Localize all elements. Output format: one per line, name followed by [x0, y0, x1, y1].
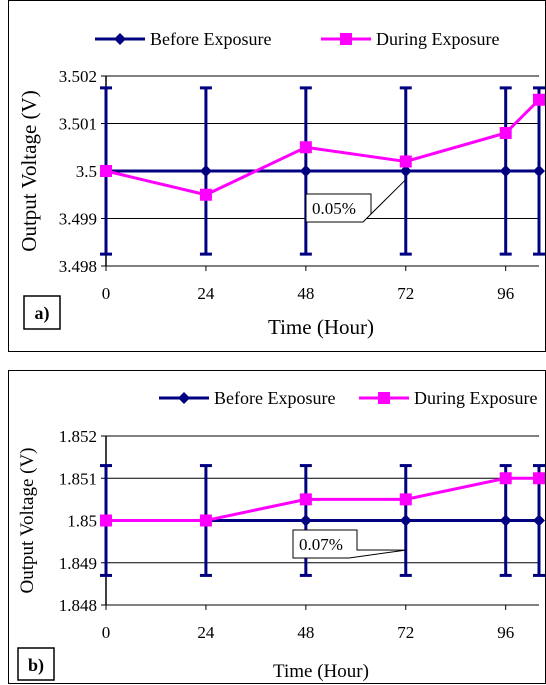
- data-point-during-exposure: [299, 141, 312, 154]
- legend-label-before-exposure: Before Exposure: [214, 388, 335, 408]
- chart-panel-a: 3.498 3.499 3.5 3.501 3.502 0 24 48 72 96 Before E…: [8, 0, 546, 352]
- panel-label-box: [23, 295, 61, 330]
- y-tick-label: 1.852: [59, 427, 97, 446]
- y-tick-label: 1.851: [59, 469, 97, 488]
- x-tick-label: 0: [102, 284, 111, 303]
- panel-label: a): [35, 303, 50, 324]
- y-tick-label: 3.501: [59, 115, 97, 134]
- x-tick-label: 72: [397, 284, 414, 303]
- y-axis-label: Output Voltage (V): [17, 90, 41, 251]
- data-point-during-exposure: [533, 93, 545, 106]
- data-point-during-exposure: [100, 165, 112, 177]
- data-point-during-exposure: [499, 472, 512, 485]
- data-point-during-exposure: [399, 493, 412, 506]
- data-point-before-exposure: [299, 165, 312, 177]
- data-point-before-exposure: [299, 514, 312, 527]
- annotation-text: 0.05%: [312, 199, 356, 218]
- x-axis-label: Time (Hour): [273, 661, 369, 682]
- chart-panel-b: 1.848 1.849 1.85 1.851 1.852 0 24 48 72 96 Before …: [8, 370, 546, 684]
- x-tick-label: 48: [297, 284, 314, 303]
- x-tick-label: 72: [397, 623, 414, 642]
- y-tick-label: 3.498: [59, 257, 97, 276]
- panel-label-box: [17, 647, 55, 681]
- data-point-before-exposure: [399, 165, 412, 177]
- data-point-before-exposure: [533, 165, 545, 177]
- data-point-before-exposure: [533, 514, 545, 527]
- data-point-before-exposure: [499, 514, 512, 527]
- chart-a-svg: 3.498 3.499 3.5 3.501 3.502 0 24 48 72 96 Before E…: [17, 29, 545, 339]
- x-tick-label: 48: [297, 623, 314, 642]
- chart-b-svg: 1.848 1.849 1.85 1.851 1.852 0 24 48 72 96 Before …: [17, 388, 545, 682]
- legend-marker-before-exposure: [114, 33, 126, 45]
- data-point-during-exposure: [533, 472, 545, 485]
- legend-marker-during-exposure: [340, 33, 352, 45]
- y-tick-label: 1.848: [59, 596, 97, 615]
- legend-label-during-exposure: During Exposure: [376, 29, 499, 49]
- annotation-callout: [305, 179, 407, 223]
- x-tick-label: 96: [497, 623, 514, 642]
- data-point-before-exposure: [499, 165, 512, 177]
- y-tick-label: 3.5: [76, 162, 97, 181]
- y-tick-label: 1.85: [67, 512, 97, 531]
- data-point-during-exposure: [199, 514, 212, 527]
- legend-label-before-exposure: Before Exposure: [150, 29, 271, 49]
- data-point-before-exposure: [399, 514, 412, 527]
- series-line-during-exposure: [105, 98, 541, 197]
- annotation-callout: [292, 529, 406, 559]
- legend-label-during-exposure: During Exposure: [414, 388, 537, 408]
- data-point-during-exposure: [399, 155, 412, 168]
- x-tick-label: 24: [197, 284, 215, 303]
- y-tick-label: 1.849: [59, 554, 97, 573]
- y-tick-label: 3.502: [59, 67, 97, 86]
- annotation-text: 0.07%: [299, 535, 343, 554]
- data-point-during-exposure: [499, 127, 512, 139]
- panel-label: b): [28, 655, 44, 676]
- x-tick-label: 0: [102, 623, 111, 642]
- x-tick-label: 96: [497, 284, 514, 303]
- y-tick-label: 3.499: [59, 210, 97, 229]
- legend-marker-before-exposure: [178, 392, 190, 404]
- series-line-during-exposure: [106, 476, 539, 522]
- data-point-during-exposure: [100, 514, 112, 527]
- x-tick-label: 24: [197, 623, 215, 642]
- data-point-before-exposure: [199, 165, 212, 177]
- legend-marker-during-exposure: [378, 392, 390, 404]
- x-axis-label: Time (Hour): [268, 315, 374, 339]
- data-point-during-exposure: [299, 493, 312, 506]
- data-point-during-exposure: [199, 188, 212, 201]
- y-axis-label: Output Voltage (V): [17, 447, 38, 593]
